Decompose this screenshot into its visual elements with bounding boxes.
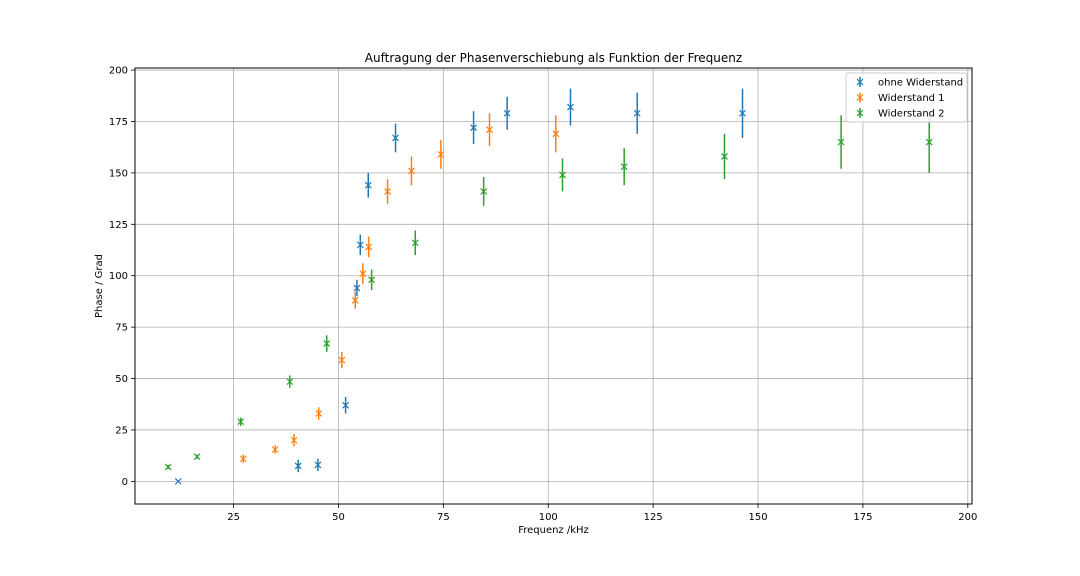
y-tick-label: 50	[115, 374, 128, 385]
data-point	[486, 126, 493, 134]
legend-label: Widerstand 2	[878, 109, 945, 120]
data-point	[338, 356, 346, 364]
data-point	[392, 134, 399, 142]
y-tick-label: 0	[122, 477, 128, 488]
series-3	[164, 111, 933, 471]
data-point	[286, 378, 294, 386]
plot-frame	[134, 67, 973, 505]
x-tick-label: 50	[332, 512, 345, 523]
y-tick-label: 25	[115, 425, 128, 436]
data-point	[239, 455, 247, 463]
data-point	[271, 446, 279, 453]
series-2	[239, 113, 560, 463]
data-point	[314, 461, 322, 469]
data-point	[368, 276, 376, 284]
data-point	[470, 124, 478, 132]
x-tick-label: 100	[539, 512, 558, 523]
y-tick-label: 175	[109, 117, 128, 128]
data-point	[384, 187, 391, 195]
data-point	[237, 418, 245, 426]
y-tick-label: 150	[109, 168, 128, 179]
data-point	[365, 243, 373, 251]
y-axis-label: Phase / Grad	[94, 254, 105, 318]
data-point	[620, 163, 628, 171]
data-point	[567, 103, 574, 111]
data-point	[503, 109, 511, 117]
legend-marker	[856, 78, 864, 86]
data-point	[164, 463, 172, 471]
x-tick-label: 75	[437, 512, 450, 523]
data-point	[174, 477, 182, 485]
data-point	[359, 270, 367, 278]
data-point	[323, 340, 331, 348]
y-tick-label: 200	[109, 66, 128, 77]
x-tick-label: 200	[958, 512, 977, 523]
data-point	[364, 181, 372, 189]
legend-marker	[856, 94, 864, 101]
data-point	[739, 109, 746, 117]
data-point	[721, 153, 728, 160]
data-point	[294, 462, 302, 470]
series-1	[174, 88, 746, 485]
x-tick-label: 25	[227, 512, 240, 523]
data-point	[351, 296, 359, 304]
legend-label: ohne Widerstand	[878, 78, 963, 89]
data-point	[437, 150, 445, 158]
axis-ticks: 25 50 75 100 125 150 175 200 0 25 50 75 100 125 150 175…	[109, 66, 977, 523]
data-point	[290, 436, 298, 444]
data-point	[193, 453, 201, 461]
legend-box	[845, 72, 968, 123]
legend: ohne Widerstand Widerstand 1 Widerstand 2	[845, 72, 968, 123]
x-tick-label: 175	[853, 512, 872, 523]
data-point	[480, 187, 488, 195]
data-point	[837, 138, 845, 146]
series-layer	[164, 88, 933, 485]
data-point	[411, 239, 419, 247]
legend-label: Widerstand 1	[878, 93, 945, 104]
y-tick-label: 75	[115, 323, 128, 334]
data-point	[353, 284, 361, 292]
y-tick-label: 125	[109, 220, 128, 231]
data-point	[356, 241, 364, 249]
data-point	[633, 109, 641, 117]
data-point	[552, 130, 560, 138]
data-point	[559, 171, 566, 179]
data-point	[315, 410, 323, 417]
y-tick-label: 100	[109, 271, 128, 282]
data-point	[925, 138, 933, 146]
grid	[135, 68, 972, 504]
data-point	[408, 167, 415, 175]
x-tick-label: 150	[748, 512, 767, 523]
chart-title: Auftragung der Phasenverschiebung als Fu…	[365, 51, 742, 65]
legend-marker	[856, 109, 864, 117]
x-axis-label: Frequenz /kHz	[518, 525, 589, 536]
x-tick-label: 125	[644, 512, 663, 523]
data-point	[342, 401, 350, 409]
